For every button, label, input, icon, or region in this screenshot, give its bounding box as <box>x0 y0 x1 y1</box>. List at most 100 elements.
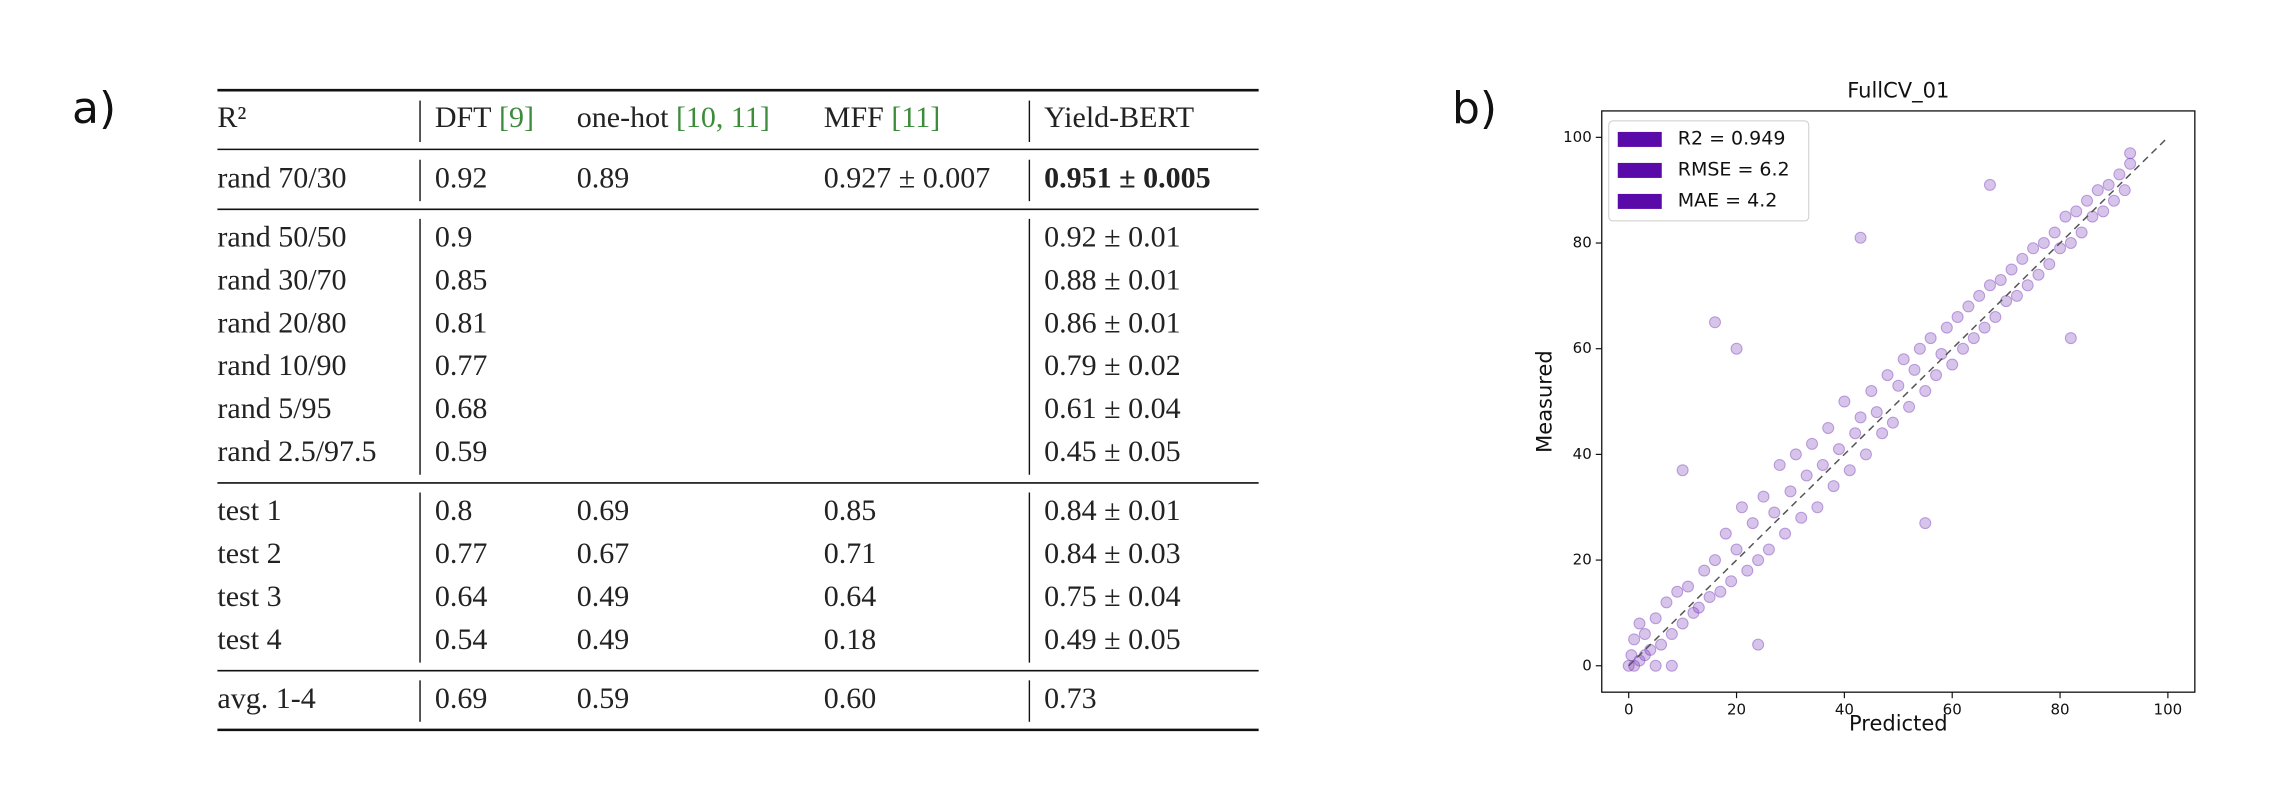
data-point <box>1881 369 1894 382</box>
table-cell: 0.68 <box>435 392 488 425</box>
header-text: DFT <box>435 101 492 134</box>
table-cell: 0.84 ± 0.01 <box>1044 494 1180 527</box>
table-cell: 0.59 <box>577 682 630 715</box>
column-header: R² <box>217 101 246 134</box>
data-point <box>1935 347 1948 360</box>
data-point <box>1725 575 1738 588</box>
table-cell: 0.9 <box>435 220 473 253</box>
data-point <box>2043 258 2056 271</box>
panel-label: b) <box>1452 83 1497 134</box>
legend-label: RMSE = 6.2 <box>1678 158 1790 180</box>
data-point <box>2124 147 2137 160</box>
y-tick-label: 40 <box>1573 445 1592 463</box>
data-point <box>2086 210 2099 223</box>
x-axis-label: Predicted <box>1849 712 1948 736</box>
reference-line <box>1628 136 2169 667</box>
data-point <box>2037 237 2050 250</box>
data-point <box>1655 638 1668 651</box>
data-point <box>1773 458 1786 471</box>
data-point <box>1628 633 1641 646</box>
data-point <box>1752 554 1765 567</box>
data-point <box>1892 379 1905 392</box>
data-point <box>1682 580 1695 593</box>
table-cell: 0.71 <box>824 537 877 570</box>
data-point <box>1644 643 1657 656</box>
x-tick-label: 60 <box>1943 701 1962 719</box>
x-tick-label: 0 <box>1624 701 1634 719</box>
data-point <box>1762 543 1775 556</box>
table-cell: rand 2.5/97.5 <box>217 435 376 468</box>
header-space <box>492 101 500 134</box>
data-point <box>2054 242 2067 255</box>
data-point <box>1994 274 2007 287</box>
citation: [11] <box>891 101 940 134</box>
panel-label: a) <box>72 83 116 134</box>
data-point <box>1676 464 1689 477</box>
data-point <box>1854 411 1867 424</box>
data-point <box>1671 585 1684 598</box>
column-header: DFT [9] <box>435 101 534 134</box>
table-cell: 0.60 <box>824 682 877 715</box>
header-space <box>668 101 676 134</box>
table-cell: test 1 <box>217 494 281 527</box>
data-point <box>1940 321 1953 334</box>
data-point <box>1708 554 1721 567</box>
data-point <box>2097 205 2110 218</box>
data-point <box>1708 316 1721 329</box>
data-point <box>1946 358 1959 371</box>
data-point <box>2027 242 2040 255</box>
table-cell: 0.54 <box>435 623 488 656</box>
table-cell: 0.59 <box>435 435 488 468</box>
data-point <box>2000 295 2013 308</box>
table-cell: 0.45 ± 0.05 <box>1044 435 1180 468</box>
data-point <box>2091 184 2104 197</box>
table-cell: test 3 <box>217 580 281 613</box>
header-text: MFF <box>824 101 884 134</box>
data-point <box>1698 564 1711 577</box>
table-cell: 0.64 <box>824 580 877 613</box>
data-point <box>1897 353 1910 366</box>
data-point <box>1930 369 1943 382</box>
data-point <box>2070 205 2083 218</box>
data-point <box>1735 501 1748 514</box>
citation: [10, 11] <box>676 101 770 134</box>
data-point <box>1849 427 1862 440</box>
table-cell: 0.67 <box>577 537 630 570</box>
data-point <box>1816 458 1829 471</box>
table-cell: 0.75 ± 0.04 <box>1044 580 1180 613</box>
data-point <box>1703 591 1716 604</box>
data-point <box>1752 638 1765 651</box>
legend-swatch <box>1617 131 1662 147</box>
data-point <box>1865 384 1878 397</box>
table-cell: test 4 <box>217 623 281 656</box>
chart-title: FullCV_01 <box>1847 79 1949 104</box>
data-point <box>1741 564 1754 577</box>
data-point <box>2016 252 2029 265</box>
data-point <box>1660 596 1673 609</box>
data-point <box>1951 311 1964 324</box>
table-cell: 0.86 ± 0.01 <box>1044 306 1180 339</box>
data-point <box>1919 384 1932 397</box>
column-header: MFF [11] <box>824 101 940 134</box>
data-point <box>2032 268 2045 281</box>
x-tick-label: 40 <box>1835 701 1854 719</box>
table-cell: 0.61 ± 0.04 <box>1044 392 1180 425</box>
table-cell: 0.81 <box>435 306 488 339</box>
data-point <box>2064 237 2077 250</box>
data-point <box>1649 612 1662 625</box>
data-point <box>1687 606 1700 619</box>
data-point <box>1822 421 1835 434</box>
data-point <box>1806 437 1819 450</box>
data-point <box>1876 427 1889 440</box>
table-cell: 0.77 <box>435 349 488 382</box>
data-point <box>1843 464 1856 477</box>
data-point <box>2075 226 2088 239</box>
data-point <box>2107 194 2120 207</box>
data-point <box>1714 585 1727 598</box>
data-point <box>1625 649 1638 662</box>
data-point <box>1800 469 1813 482</box>
table-cell: 0.49 ± 0.05 <box>1044 623 1180 656</box>
table-cell: 0.64 <box>435 580 488 613</box>
data-point <box>1676 617 1689 630</box>
column-header: Yield-BERT <box>1044 101 1194 134</box>
